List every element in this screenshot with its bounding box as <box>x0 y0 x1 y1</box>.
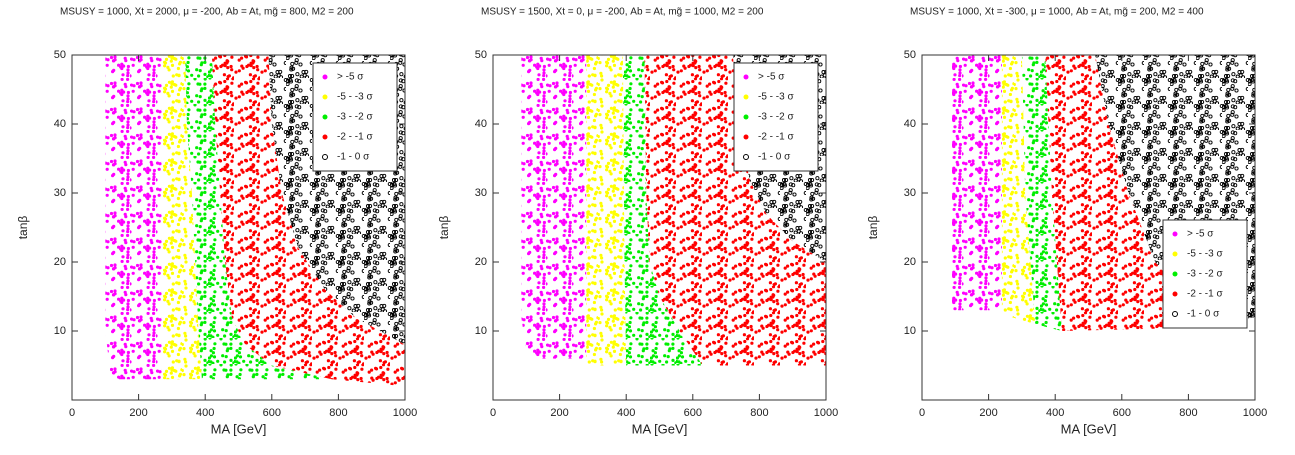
y-tick-label: 50 <box>54 49 66 61</box>
x-tick-label: 800 <box>329 407 347 419</box>
legend-label: > -5 σ <box>1187 229 1214 240</box>
legend-label: -1 - 0 σ <box>1187 309 1220 320</box>
y-axis-label: tanβ <box>437 216 451 240</box>
legend-label: -5 - -3 σ <box>1187 249 1223 260</box>
x-tick-label: 1000 <box>393 407 417 419</box>
y-axis-label: tanβ <box>16 216 30 240</box>
legend-label: > -5 σ <box>758 72 785 83</box>
region <box>521 55 587 359</box>
region <box>644 55 826 366</box>
x-tick-label: 200 <box>979 407 997 419</box>
legend-label: -1 - 0 σ <box>758 152 791 163</box>
x-tick-label: 800 <box>1179 407 1197 419</box>
x-tick-label: 0 <box>490 407 496 419</box>
legend-marker <box>743 134 749 140</box>
region <box>1045 55 1199 331</box>
x-tick-label: 200 <box>550 407 568 419</box>
x-tick-label: 400 <box>617 407 635 419</box>
y-axis-label: tanβ <box>866 216 880 240</box>
y-tick-label: 40 <box>904 118 916 130</box>
x-tick-label: 600 <box>263 407 281 419</box>
legend-label: -1 - 0 σ <box>337 152 370 163</box>
legend-marker <box>322 154 328 160</box>
plot-frame <box>71 54 406 401</box>
region <box>185 55 332 380</box>
region <box>161 55 202 380</box>
legend-marker <box>1172 251 1178 257</box>
panel: MSUSY = 1000, Xt = -300, μ = 1000, Ab = … <box>866 7 1267 437</box>
y-tick-label: 50 <box>475 49 487 61</box>
region <box>622 55 703 366</box>
legend-marker <box>1172 271 1178 277</box>
plot-frame <box>921 54 1256 401</box>
legend-label: -2 - -1 σ <box>337 132 373 143</box>
legend-label: -2 - -1 σ <box>1187 289 1223 300</box>
legend: > -5 σ -5 - -3 σ -3 - -2 σ -2 - -1 σ -1 - 0 … <box>733 62 819 172</box>
legend-marker <box>322 94 328 100</box>
x-tick-label: 800 <box>750 407 768 419</box>
y-tick-label: 20 <box>54 256 66 268</box>
y-tick-label: 10 <box>54 325 66 337</box>
region <box>586 55 627 366</box>
legend: > -5 σ -5 - -3 σ -3 - -2 σ -2 - -1 σ -1 - 0 … <box>1162 219 1248 329</box>
y-tick-label: 30 <box>475 187 487 199</box>
region <box>952 55 1002 311</box>
y-tick-label: 10 <box>904 325 916 337</box>
legend: > -5 σ -5 - -3 σ -3 - -2 σ -2 - -1 σ -1 - 0 … <box>312 62 398 172</box>
plot-frame <box>492 54 827 401</box>
legend-label: -2 - -1 σ <box>758 132 794 143</box>
legend-label: -5 - -3 σ <box>337 92 373 103</box>
x-tick-label: 1000 <box>814 407 838 419</box>
legend-marker <box>743 114 749 120</box>
legend-label: -3 - -2 σ <box>758 112 794 123</box>
x-axis-label: MA [GeV] <box>211 421 267 436</box>
chart-title: MSUSY = 1000, Xt = 2000, μ = -200, Ab = … <box>60 7 354 18</box>
legend-marker <box>1172 311 1178 317</box>
x-tick-label: 200 <box>129 407 147 419</box>
y-tick-label: 20 <box>475 256 487 268</box>
x-axis-label: MA [GeV] <box>632 421 688 436</box>
x-axis-label: MA [GeV] <box>1061 421 1117 436</box>
chart-title: MSUSY = 1000, Xt = -300, μ = 1000, Ab = … <box>910 7 1204 18</box>
x-tick-label: 400 <box>1046 407 1064 419</box>
legend-marker <box>322 134 328 140</box>
x-tick-label: 600 <box>684 407 702 419</box>
x-tick-label: 600 <box>1113 407 1131 419</box>
legend-marker <box>1172 291 1178 297</box>
y-tick-label: 50 <box>904 49 916 61</box>
region <box>105 55 162 380</box>
legend-label: > -5 σ <box>337 72 364 83</box>
y-tick-label: 40 <box>54 118 66 130</box>
region <box>1001 55 1036 325</box>
panel: MSUSY = 1500, Xt = 0, μ = -200, Ab = At,… <box>437 7 838 437</box>
legend-label: -3 - -2 σ <box>1187 269 1223 280</box>
legend-marker <box>743 74 749 80</box>
x-tick-label: 0 <box>919 407 925 419</box>
legend-marker <box>322 74 328 80</box>
x-tick-label: 1000 <box>1243 407 1267 419</box>
region <box>211 55 405 387</box>
y-tick-label: 40 <box>475 118 487 130</box>
region <box>1021 55 1062 331</box>
legend-marker <box>322 114 328 120</box>
legend-marker <box>743 94 749 100</box>
legend-label: -3 - -2 σ <box>337 112 373 123</box>
x-tick-label: 0 <box>69 407 75 419</box>
legend-label: -5 - -3 σ <box>758 92 794 103</box>
y-tick-label: 30 <box>904 187 916 199</box>
y-tick-label: 30 <box>54 187 66 199</box>
panel: MSUSY = 1000, Xt = 2000, μ = -200, Ab = … <box>16 7 417 437</box>
chart-title: MSUSY = 1500, Xt = 0, μ = -200, Ab = At,… <box>481 7 764 18</box>
legend-marker <box>743 154 749 160</box>
x-tick-label: 400 <box>196 407 214 419</box>
y-tick-label: 10 <box>475 325 487 337</box>
legend-marker <box>1172 231 1178 237</box>
y-tick-label: 20 <box>904 256 916 268</box>
